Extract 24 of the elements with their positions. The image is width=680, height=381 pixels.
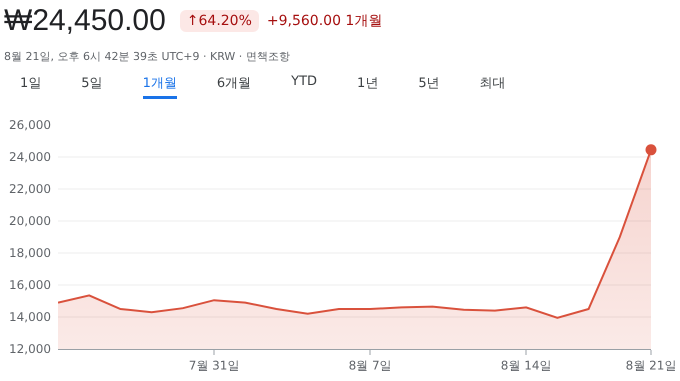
x-tick-label: 8월 7일 <box>348 358 392 372</box>
text: YTD <box>291 74 318 91</box>
y-tick-label: 22,000 <box>9 182 51 196</box>
chart-title: ₩24,450.00 <box>4 4 166 38</box>
y-tick-label: 20,000 <box>9 214 51 228</box>
chart-subtitle: 8월 21일, 오후 6시 42분 39초 UTC+9 · KRW · 면책조항 <box>4 49 290 64</box>
y-tick-label: 26,000 <box>9 118 51 132</box>
y-tick-label: 24,000 <box>9 150 51 164</box>
y-tick-label: 16,000 <box>9 278 51 292</box>
text: +9,560.00 1개월 <box>266 12 382 30</box>
y-tick-label: 14,000 <box>9 310 51 324</box>
text: 6개월 <box>216 75 252 93</box>
y-tick-label: 12,000 <box>9 342 51 356</box>
y-tick-label: 18,000 <box>9 246 51 260</box>
text: 1개월 <box>142 74 177 99</box>
x-tick-label: 8월 14일 <box>500 358 552 372</box>
text: ↑64.20% <box>180 10 259 32</box>
x-tick-label: 7월 31일 <box>188 358 240 372</box>
text: 1년 <box>357 75 378 93</box>
x-tick-label: 8월 21일 <box>626 358 676 372</box>
text: 최대 <box>480 75 506 93</box>
text: 1일 <box>20 75 42 93</box>
text: 5년 <box>418 75 440 93</box>
text: 5일 <box>81 75 103 93</box>
